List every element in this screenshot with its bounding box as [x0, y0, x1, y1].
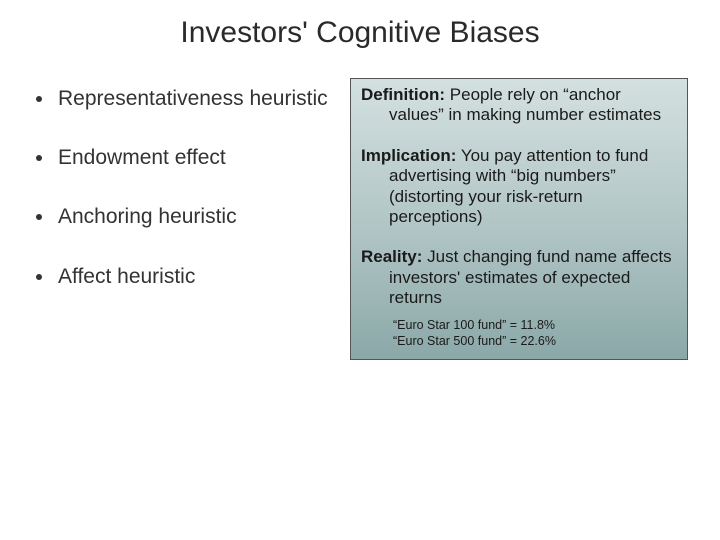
small-line: “Euro Star 100 fund” = 11.8% — [393, 317, 677, 333]
bullet-dot-icon — [36, 96, 42, 102]
bullet-dot-icon — [36, 274, 42, 280]
para-lead: Implication: — [361, 146, 456, 165]
content-row: Representativeness heuristic Endowment e… — [0, 78, 720, 360]
bullet-text: Affect heuristic — [58, 264, 195, 289]
bullet-dot-icon — [36, 214, 42, 220]
bullet-text: Representativeness heuristic — [58, 86, 328, 111]
bullet-item: Representativeness heuristic — [36, 86, 346, 111]
small-line: “Euro Star 500 fund” = 22.6% — [393, 333, 677, 349]
slide-title: Investors' Cognitive Biases — [0, 0, 720, 78]
box-paragraph: Implication: You pay attention to fund a… — [361, 146, 677, 228]
bullet-item: Anchoring heuristic — [36, 204, 346, 229]
bullet-item: Endowment effect — [36, 145, 346, 170]
left-column: Representativeness heuristic Endowment e… — [36, 78, 346, 360]
bullet-text: Endowment effect — [58, 145, 226, 170]
bullet-dot-icon — [36, 155, 42, 161]
bullet-item: Affect heuristic — [36, 264, 346, 289]
bullet-text: Anchoring heuristic — [58, 204, 237, 229]
right-column: Definition: People rely on “anchor value… — [350, 78, 688, 360]
para-lead: Reality: — [361, 247, 422, 266]
para-body: Just changing fund name affects investor… — [389, 247, 672, 307]
para-lead: Definition: — [361, 85, 445, 104]
definition-box: Definition: People rely on “anchor value… — [350, 78, 688, 360]
small-lines: “Euro Star 100 fund” = 11.8% “Euro Star … — [361, 317, 677, 350]
box-paragraph: Reality: Just changing fund name affects… — [361, 247, 677, 308]
box-paragraph: Definition: People rely on “anchor value… — [361, 85, 677, 126]
